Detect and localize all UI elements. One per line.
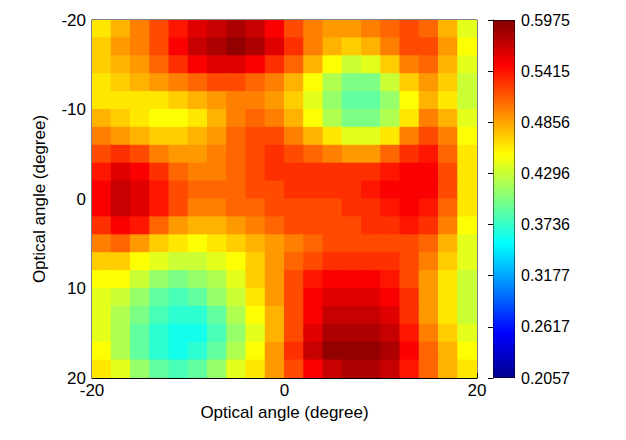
svg-text:0.4856: 0.4856 (521, 114, 570, 131)
svg-text:0.5415: 0.5415 (521, 63, 570, 80)
svg-text:0: 0 (280, 381, 289, 400)
svg-text:20: 20 (468, 381, 487, 400)
svg-text:0.3736: 0.3736 (521, 216, 570, 233)
svg-text:Optical angle (degree): Optical angle (degree) (200, 403, 368, 422)
svg-text:-20: -20 (80, 381, 105, 400)
svg-text:0.3177: 0.3177 (521, 267, 570, 284)
svg-text:0.5975: 0.5975 (521, 12, 570, 29)
svg-text:0: 0 (77, 190, 86, 209)
svg-text:20: 20 (67, 368, 86, 388)
svg-text:0.2057: 0.2057 (521, 370, 570, 387)
svg-text:Optical angle (degree): Optical angle (degree) (30, 115, 49, 283)
svg-text:10: 10 (67, 279, 86, 298)
svg-text:-20: -20 (61, 11, 86, 30)
svg-text:-10: -10 (61, 100, 86, 119)
svg-text:0.4296: 0.4296 (521, 165, 570, 182)
svg-text:0.2617: 0.2617 (521, 318, 570, 335)
